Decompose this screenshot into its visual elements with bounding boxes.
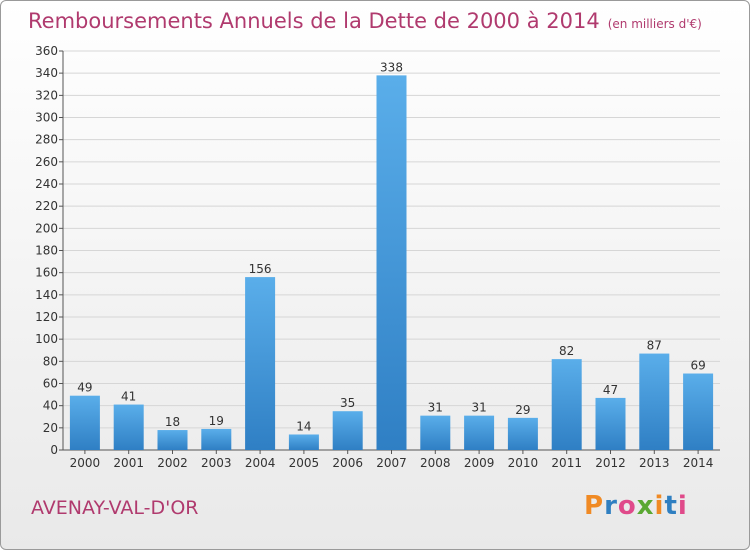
y-tick-label: 280 [35,133,58,147]
y-tick-label: 360 [35,44,58,58]
proxiti-logo: Proxiti [584,491,688,521]
data-label: 18 [165,415,180,429]
bar-2002 [157,430,188,450]
bar-2010 [507,417,538,450]
y-tick-label: 140 [35,288,58,302]
bar-2007 [376,75,407,450]
x-tick-label: 2005 [289,456,320,470]
data-label: 31 [471,401,486,415]
data-label: 156 [249,262,272,276]
y-tick-label: 180 [35,244,58,258]
bar-2012 [595,397,626,450]
chart-subtitle: (en milliers d'€) [607,17,702,31]
bar-2001 [113,404,144,450]
data-label: 82 [559,344,574,358]
logo-letter: o [617,491,637,521]
bar-2013 [639,353,670,450]
data-label: 41 [121,390,136,404]
logo-letter: i [677,491,688,521]
bar-2006 [332,411,363,450]
y-tick-label: 80 [43,354,58,368]
y-tick-label: 320 [35,88,58,102]
y-tick-label: 100 [35,332,58,346]
bar-2004 [245,277,276,450]
chart-title-text: Remboursements Annuels de la Dette de 20… [28,9,600,33]
data-label: 35 [340,396,355,410]
y-tick-label: 300 [35,111,58,125]
data-label: 338 [380,60,403,74]
y-tick-label: 340 [35,66,58,80]
y-tick-label: 120 [35,310,58,324]
x-tick-label: 2002 [157,456,188,470]
data-label: 69 [690,359,705,373]
y-tick-label: 160 [35,266,58,280]
bar-2008 [420,415,451,450]
chart-title: Remboursements Annuels de la Dette de 20… [28,9,702,33]
y-tick-label: 200 [35,221,58,235]
x-tick-label: 2014 [683,456,714,470]
y-tick-label: 260 [35,155,58,169]
x-tick-label: 2008 [420,456,451,470]
y-tick-label: 240 [35,177,58,191]
data-label: 29 [515,403,530,417]
y-tick-label: 220 [35,199,58,213]
x-tick-label: 2006 [332,456,363,470]
x-tick-label: 2010 [508,456,539,470]
logo-letter: x [636,491,655,521]
x-tick-label: 2013 [639,456,670,470]
data-label: 47 [603,383,618,397]
y-tick-label: 40 [43,399,58,413]
data-label: 49 [77,381,92,395]
location-name: AVENAY-VAL-D'OR [31,497,199,519]
y-tick-label: 0 [50,443,58,457]
y-tick-label: 20 [43,421,58,435]
bar-2009 [464,415,495,450]
x-tick-label: 2001 [113,456,144,470]
logo-letter: t [664,491,678,521]
x-tick-label: 2011 [551,456,582,470]
bar-2011 [551,359,582,450]
x-tick-label: 2012 [595,456,626,470]
y-tick-label: 60 [43,377,58,391]
bar-2003 [201,428,232,450]
x-tick-label: 2003 [201,456,232,470]
x-tick-label: 2009 [464,456,495,470]
data-label: 31 [428,401,443,415]
data-label: 14 [296,419,311,433]
data-label: 87 [647,339,662,353]
x-tick-label: 2007 [376,456,407,470]
bar-2014 [683,373,714,450]
logo-letter: P [584,491,605,521]
logo-letter: i [654,491,665,521]
bar-2005 [288,434,319,450]
data-label: 19 [209,414,224,428]
bars: 49 41 18 19 156 14 35 338 31 31 29 82 47 87 69 [69,60,714,450]
bar-2000 [69,395,100,450]
logo-letter: r [604,491,618,521]
x-tick-label: 2004 [245,456,276,470]
x-tick-label: 2000 [70,456,101,470]
